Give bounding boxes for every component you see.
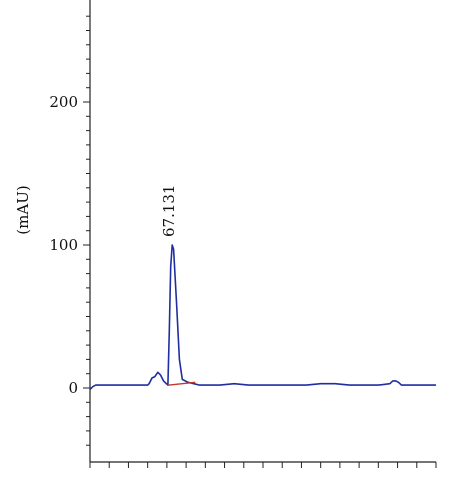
y-tick-label: 200 <box>49 93 78 111</box>
y-tick-label: 0 <box>68 379 78 397</box>
ticks-layer: 0 100 200 <box>49 15 437 468</box>
peak-label: 67.131 <box>160 185 178 238</box>
peak-baseline <box>167 381 196 386</box>
series-layer <box>89 244 436 390</box>
axis-layer <box>89 0 436 463</box>
y-tick-label: 100 <box>49 236 78 254</box>
signal-trace <box>89 244 436 390</box>
y-axis-label: (mAU) <box>14 185 32 234</box>
annotation-layer: 67.131 <box>160 185 178 238</box>
